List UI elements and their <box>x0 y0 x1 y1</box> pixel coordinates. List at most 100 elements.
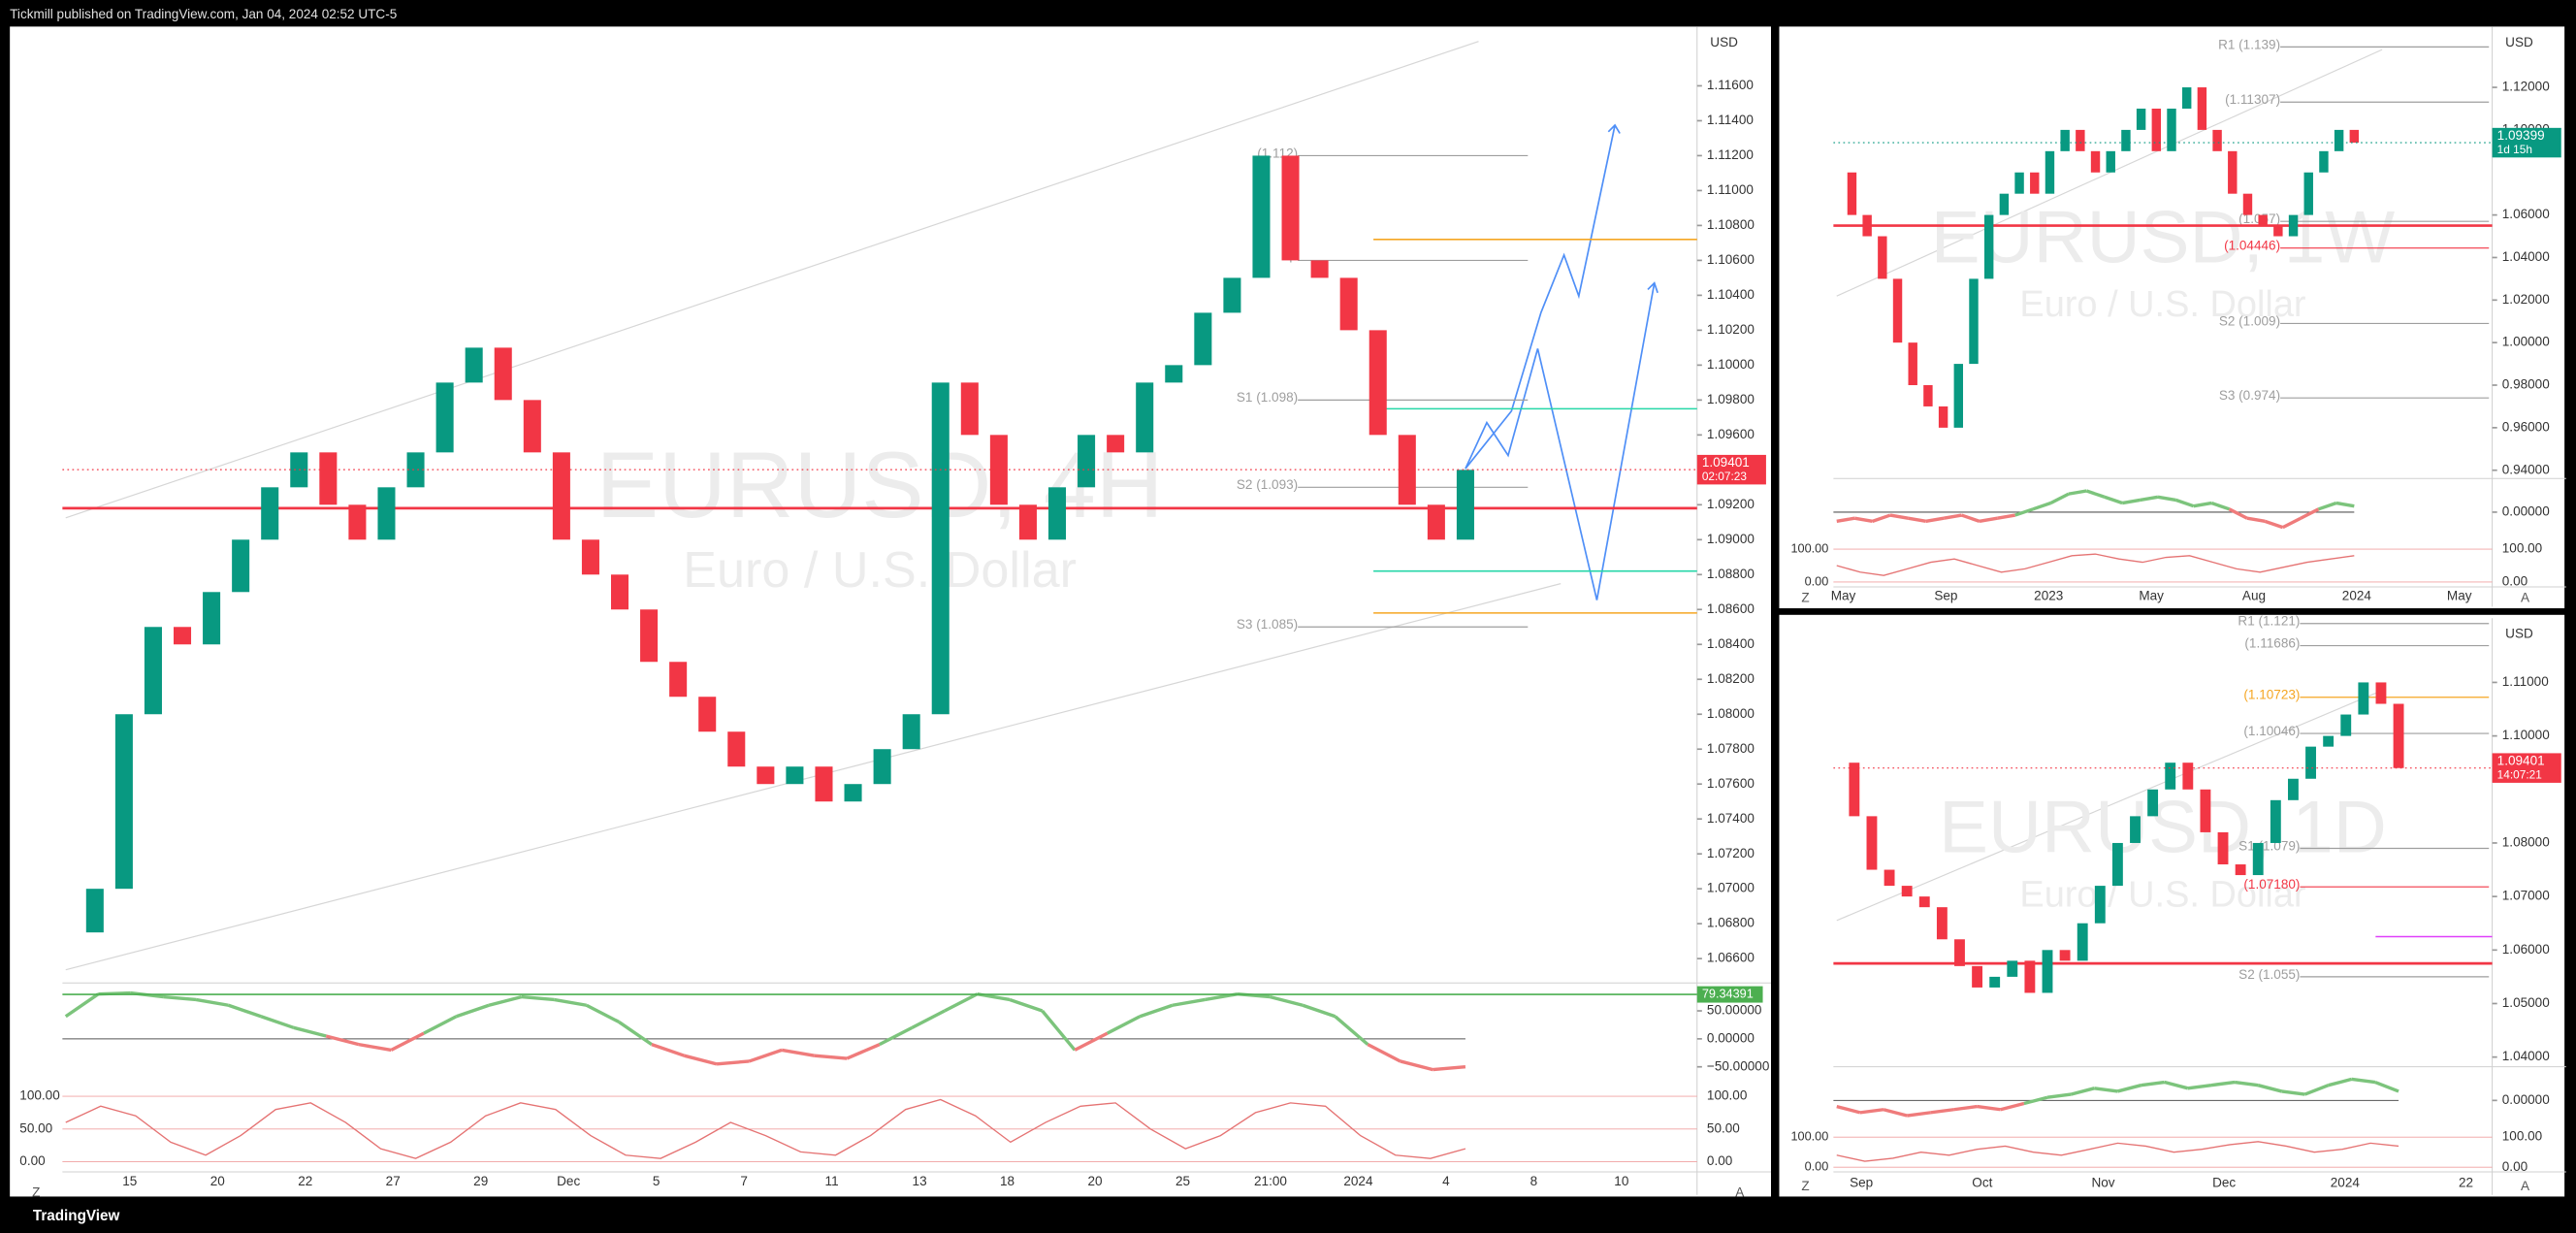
y-tick-label: 1.11600 <box>1707 78 1754 92</box>
candle <box>2217 831 2229 865</box>
candle <box>2059 950 2071 961</box>
watermark: EURUSD, 4H <box>596 434 1164 537</box>
candle <box>815 766 833 802</box>
candle <box>2121 129 2131 151</box>
stoch-tick-label: 0.00 <box>1805 574 1829 588</box>
osc-segment <box>2157 495 2176 503</box>
osc-segment <box>228 1003 262 1019</box>
currency: USD <box>2505 35 2533 49</box>
candle <box>2319 150 2329 173</box>
candle <box>2136 108 2146 130</box>
osc-segment <box>2070 1087 2095 1096</box>
osc-segment <box>488 994 523 1007</box>
y-tick-label: 1.07600 <box>1707 776 1755 791</box>
candle <box>348 504 367 540</box>
y-tick-label: 1.02000 <box>2502 292 2550 307</box>
candle <box>2375 682 2387 704</box>
pivot-label: (1.07180) <box>2243 877 2300 892</box>
candle <box>2165 763 2176 790</box>
osc-segment <box>1961 513 1980 523</box>
x-tick-label: Sep <box>1850 1175 1873 1189</box>
x-tick-label: 22 <box>2459 1175 2473 1189</box>
osc-segment <box>2300 507 2320 520</box>
candle <box>1901 886 1913 897</box>
y-tick-label: 1.06000 <box>2502 207 2550 221</box>
stoch-tick-label: 50.00 <box>19 1120 52 1135</box>
arrow-head <box>1647 281 1658 294</box>
osc-segment <box>684 1054 718 1066</box>
pivot-label: (1.11307) <box>2225 92 2280 107</box>
candle <box>640 609 659 663</box>
projection-path <box>1465 124 1616 470</box>
x-tick-label: 10 <box>1614 1174 1628 1188</box>
stoch-tick-label: 0.00 <box>1707 1153 1732 1168</box>
y-tick-label: 1.00000 <box>2502 335 2550 349</box>
stoch-tick-label: 0.00 <box>19 1153 45 1168</box>
candle <box>1078 435 1096 488</box>
trend-line <box>1836 49 2383 297</box>
y-tick-label: 1.09000 <box>1707 532 1755 546</box>
trend-line <box>65 583 1562 971</box>
stoch-tick-label: 100.00 <box>1790 541 1828 555</box>
osc-segment <box>1943 513 1962 520</box>
stoch-tick-label: 100.00 <box>2502 1129 2542 1144</box>
osc-segment <box>390 1031 425 1052</box>
x-tick-label: 2024 <box>1343 1174 1373 1188</box>
y-tick-label: 1.11000 <box>1707 182 1754 197</box>
arrow-head <box>1607 123 1621 134</box>
candle <box>2042 950 2053 993</box>
osc-segment <box>1906 1111 1931 1118</box>
osc-segment <box>1997 513 2016 520</box>
y-tick-label: 0.94000 <box>2502 462 2550 476</box>
pivot-label: S1 (1.098) <box>1237 390 1298 405</box>
candle <box>1918 896 1930 908</box>
auto-button[interactable]: A <box>2521 590 2530 604</box>
candle <box>2349 129 2360 144</box>
y-tick-label: 1.07800 <box>1707 741 1755 756</box>
candle <box>931 382 950 715</box>
auto-button[interactable]: A <box>2521 1179 2530 1193</box>
osc-segment <box>2023 1095 2048 1106</box>
candle <box>2288 214 2299 237</box>
candle <box>552 452 570 540</box>
auto-button[interactable]: A <box>1735 1185 1745 1200</box>
stoch-tick-label: 100.00 <box>2502 541 2542 556</box>
stoch-line <box>65 1098 1466 1159</box>
osc-tick-label: 0.00000 <box>2502 1092 2550 1107</box>
last-price-tag <box>2492 753 2561 783</box>
y-tick-label: 1.08000 <box>2502 835 2550 850</box>
watermark-subtitle: Euro / U.S. Dollar <box>683 542 1077 599</box>
pivot-label: S3 (1.085) <box>1237 617 1298 632</box>
osc-segment <box>1836 516 1855 524</box>
candle <box>2197 87 2207 130</box>
osc-tick-label: 0.00000 <box>1707 1030 1755 1045</box>
osc-segment <box>2121 498 2141 505</box>
osc-segment <box>2228 507 2248 520</box>
last-price-timer: 1d 15h <box>2497 143 2532 156</box>
brand: TradingView <box>33 1208 120 1224</box>
candle <box>144 627 162 715</box>
zoom-button[interactable]: Z <box>1801 590 1809 604</box>
candle <box>2258 214 2268 226</box>
osc-tick-label: 50.00000 <box>1707 1003 1762 1018</box>
osc-segment <box>2317 501 2337 511</box>
y-tick-label: 1.09600 <box>1707 427 1755 441</box>
x-tick-label: 11 <box>825 1174 839 1188</box>
x-tick-label: Dec <box>2212 1175 2236 1189</box>
osc-segment <box>2141 1080 2165 1087</box>
x-tick-label: Aug <box>2242 589 2266 603</box>
osc-segment <box>651 1043 685 1057</box>
last-price-timer: 14:07:21 <box>2497 767 2543 781</box>
zoom-button[interactable]: Z <box>1801 1179 1809 1193</box>
candle <box>2024 960 2036 993</box>
osc-segment <box>879 1025 914 1047</box>
candle <box>2106 150 2115 173</box>
candle <box>1936 907 1948 940</box>
candle <box>1983 214 1994 279</box>
candle <box>2147 789 2159 817</box>
pivot-label: (1.11686) <box>2244 635 2300 650</box>
candle <box>2094 886 2106 924</box>
y-tick-label: 1.05000 <box>2502 995 2550 1010</box>
x-tick-label: 2023 <box>2034 589 2063 603</box>
zoom-button[interactable]: Z <box>32 1185 40 1200</box>
